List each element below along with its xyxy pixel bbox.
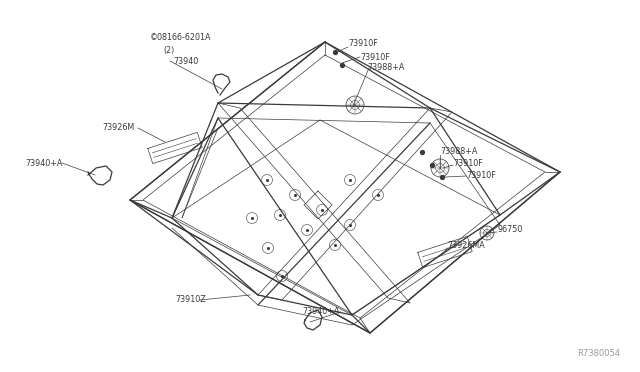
Text: 73910F: 73910F [348,39,378,48]
Text: 73910F: 73910F [360,52,390,61]
Text: 73926M: 73926M [102,124,134,132]
Text: 73940: 73940 [173,57,198,65]
Text: 73910F: 73910F [453,160,483,169]
Text: 73940+A: 73940+A [25,158,62,167]
Text: (2): (2) [163,45,174,55]
Text: 73910F: 73910F [466,170,496,180]
Text: 96750: 96750 [498,225,524,234]
Text: 73926MA: 73926MA [447,241,484,250]
Text: 73988+A: 73988+A [367,64,404,73]
Text: 73940+A: 73940+A [302,308,339,317]
Text: ©08166-6201A: ©08166-6201A [150,33,211,42]
Text: 73910Z: 73910Z [175,295,205,305]
Text: 73988+A: 73988+A [440,148,477,157]
Text: R7380054: R7380054 [577,349,620,358]
